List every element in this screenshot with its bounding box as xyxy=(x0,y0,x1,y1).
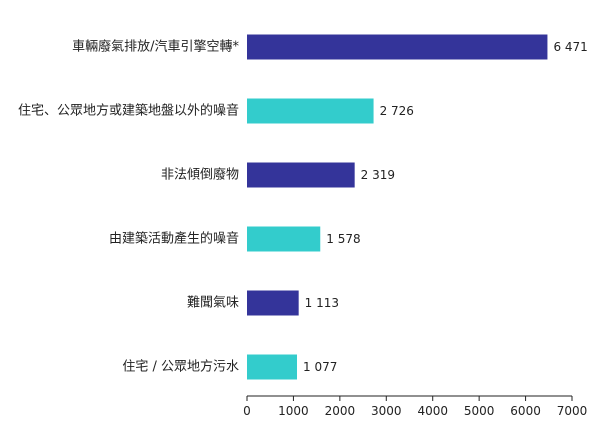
x-axis-ticks: 0 1000 2000 3000 4000 5000 6000 7000 xyxy=(243,396,587,418)
value-label-0: 6 471 xyxy=(553,40,587,54)
bar-0 xyxy=(247,34,548,60)
value-label-4: 1 113 xyxy=(305,296,339,310)
value-label-3: 1 578 xyxy=(326,232,360,246)
category-label-2: 非法傾倒廢物 xyxy=(161,168,239,183)
category-label-0: 車輛廢氣排放/汽車引擎空轉* xyxy=(72,40,239,55)
value-labels: 6 471 2 726 2 319 1 578 1 113 1 077 xyxy=(303,40,588,374)
category-label-5: 住宅 / 公眾地方污水 xyxy=(122,359,239,375)
x-tick-label-4: 4000 xyxy=(417,404,448,418)
value-label-1: 2 726 xyxy=(380,104,414,118)
value-label-5: 1 077 xyxy=(303,360,337,374)
bar-2 xyxy=(247,162,355,188)
value-label-2: 2 319 xyxy=(361,168,395,182)
category-labels: 車輛廢氣排放/汽車引擎空轉* 住宅、公眾地方或建築地盤以外的噪音非法傾倒廢物由建築… xyxy=(18,40,240,375)
x-tick-label-7: 7000 xyxy=(557,404,588,418)
category-label-4: 難聞氣味 xyxy=(187,296,239,311)
bar-4 xyxy=(247,290,299,316)
x-tick-label-2: 2000 xyxy=(325,404,356,418)
category-label-3: 由建築活動產生的噪音 xyxy=(109,231,239,247)
category-label-1: 住宅、公眾地方或建築地盤以外的噪音 xyxy=(18,103,239,119)
x-tick-label-6: 6000 xyxy=(510,404,541,418)
bar-1 xyxy=(247,98,374,124)
x-tick-label-1: 1000 xyxy=(278,404,309,418)
x-tick-label-5: 5000 xyxy=(464,404,495,418)
bar-5 xyxy=(247,354,298,380)
x-tick-label-0: 0 xyxy=(243,404,251,418)
x-tick-label-3: 3000 xyxy=(371,404,402,418)
bar-3 xyxy=(247,226,321,252)
bars-layer xyxy=(247,34,548,380)
